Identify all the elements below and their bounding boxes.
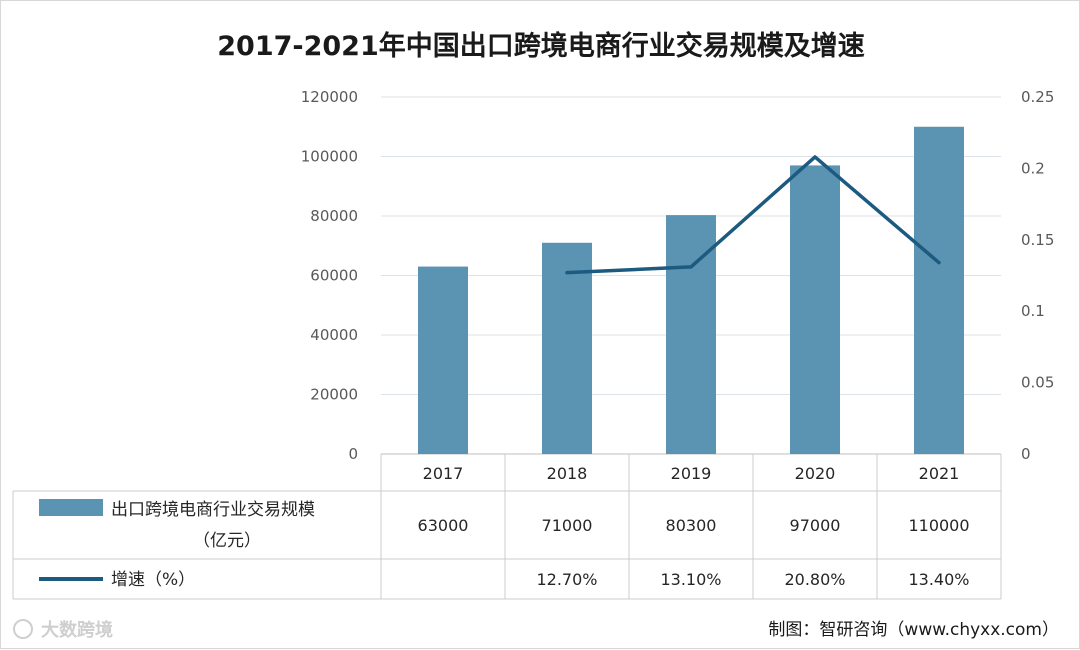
table-cell-volume: 110000: [908, 516, 969, 535]
table-cell-volume: 71000: [542, 516, 593, 535]
right-axis-ticks: 0 0.05 0.1 0.15 0.2 0.25: [1021, 88, 1054, 463]
left-tick-label: 80000: [310, 207, 358, 225]
right-tick-label: 0.1: [1021, 302, 1045, 320]
category-label: 2020: [795, 464, 836, 483]
line-series: [567, 157, 939, 273]
bar-2021: [914, 127, 964, 454]
right-tick-label: 0: [1021, 445, 1031, 463]
category-labels: 2017 2018 2019 2020 2021: [423, 464, 960, 483]
left-tick-label: 120000: [301, 88, 358, 106]
bar-series: [418, 127, 964, 454]
table-cell-volume: 97000: [790, 516, 841, 535]
table-cell-growth: 13.10%: [660, 570, 721, 589]
left-tick-label: 40000: [310, 326, 358, 344]
category-label: 2021: [919, 464, 960, 483]
right-tick-label: 0.15: [1021, 231, 1054, 249]
left-tick-label: 100000: [301, 148, 358, 166]
bar-2017: [418, 267, 468, 454]
table-cell-growth: 20.80%: [784, 570, 845, 589]
legend-line-label: 增速（%）: [111, 570, 195, 590]
left-tick-label: 0: [348, 445, 358, 463]
growth-rate-line: [567, 157, 939, 273]
left-tick-label: 20000: [310, 386, 358, 404]
watermark: 大数跨境: [14, 619, 113, 641]
data-table-row-growth: 增速（%） 12.70% 13.10% 20.80% 13.40%: [39, 570, 970, 590]
data-table: 2017 2018 2019 2020 2021 出口跨境电商行业交易规模 （亿元） 6…: [13, 454, 1001, 599]
category-label: 2019: [671, 464, 712, 483]
table-cell-growth: 12.70%: [536, 570, 597, 589]
legend-bar-label: 出口跨境电商行业交易规模: [111, 500, 315, 520]
right-tick-label: 0.25: [1021, 88, 1054, 106]
table-cell-volume: 80300: [666, 516, 717, 535]
left-axis-ticks: 0 20000 40000 60000 80000 100000 120000: [301, 88, 358, 463]
watermark-logo-icon: [14, 620, 32, 638]
watermark-text: 大数跨境: [41, 619, 113, 641]
table-cell-volume: 63000: [418, 516, 469, 535]
data-table-row-volume: 出口跨境电商行业交易规模 （亿元） 63000 71000 80300 97000 11…: [39, 499, 970, 551]
source-credit: 制图：智研咨询（www.chyxx.com）: [768, 620, 1059, 640]
category-label: 2018: [547, 464, 588, 483]
bar-2018: [542, 243, 592, 454]
legend-bar-unit: （亿元）: [193, 531, 261, 551]
chart-title: 2017-2021年中国出口跨境电商行业交易规模及增速: [217, 30, 865, 62]
bar-2020: [790, 165, 840, 454]
right-tick-label: 0.05: [1021, 374, 1054, 392]
table-cell-growth: 13.40%: [908, 570, 969, 589]
left-tick-label: 60000: [310, 267, 358, 285]
right-tick-label: 0.2: [1021, 159, 1045, 177]
legend-bar-swatch: [39, 499, 103, 516]
category-label: 2017: [423, 464, 464, 483]
